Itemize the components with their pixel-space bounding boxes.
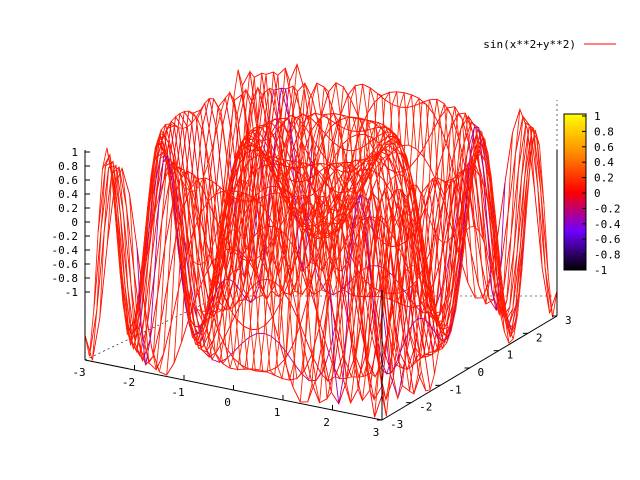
colorbar-tick-label: 0.8 bbox=[594, 125, 614, 138]
y-tick-label: 0 bbox=[478, 366, 485, 379]
z-tick-label: 0.6 bbox=[58, 174, 78, 187]
mesh-line-x bbox=[181, 85, 357, 361]
y-tick-label: 2 bbox=[536, 331, 543, 344]
z-tick-label: -0.4 bbox=[52, 244, 79, 257]
colorbar-tick-label: 0.4 bbox=[594, 156, 614, 169]
mesh-line-x bbox=[240, 94, 417, 373]
mesh-line-x bbox=[329, 126, 506, 404]
x-tick-label: 1 bbox=[274, 406, 281, 419]
mesh-line-x bbox=[166, 86, 343, 376]
colorbar-tick-label: 0 bbox=[594, 187, 601, 200]
colorbar-tick-label: 1 bbox=[594, 110, 601, 123]
y-tick-label: -3 bbox=[390, 418, 403, 431]
z-tick-label: 1 bbox=[71, 146, 78, 159]
colorbar-gradient bbox=[563, 113, 587, 271]
mesh-line-x bbox=[270, 99, 447, 380]
mesh-line-x bbox=[292, 106, 469, 388]
colorbar-tick-label: -0.6 bbox=[594, 233, 621, 246]
colorbar-tick-label: 0.6 bbox=[594, 141, 614, 154]
x-tick-label: -1 bbox=[171, 386, 184, 399]
colorbar-tick-label: -0.2 bbox=[594, 202, 621, 215]
colorbar-tick-label: -0.8 bbox=[594, 249, 621, 262]
mesh-line-x bbox=[374, 127, 551, 418]
mesh-line-x bbox=[351, 116, 528, 402]
colorbar: 1 0.8 0.6 0.4 0.2 0 -0.2 -0.4 -0.6 -0.8 -1 bbox=[563, 110, 621, 277]
x-tick-label: 0 bbox=[224, 396, 231, 409]
surface-mesh bbox=[84, 62, 558, 418]
x-tick-label: 2 bbox=[323, 416, 330, 429]
z-tick-label: -0.2 bbox=[52, 230, 79, 243]
y-tick-label: -2 bbox=[419, 401, 432, 414]
mesh-line-x bbox=[366, 126, 543, 400]
mesh-line-x bbox=[91, 70, 268, 361]
colorbar-tick-label: -1 bbox=[594, 264, 607, 277]
mesh-line-x bbox=[173, 82, 350, 364]
legend: sin(x**2+y**2) bbox=[483, 38, 616, 51]
z-tick-label: 0 bbox=[71, 216, 78, 229]
mesh-line-x bbox=[188, 85, 365, 364]
y-tick-label: 1 bbox=[507, 349, 514, 362]
mesh-line-x bbox=[99, 72, 276, 346]
z-tick-label: 0.2 bbox=[58, 202, 78, 215]
x-tick-label: -2 bbox=[122, 376, 135, 389]
y-tick-label: 3 bbox=[565, 314, 572, 327]
colorbar-tick-label: 0.2 bbox=[594, 172, 614, 185]
x-tick-label: 3 bbox=[373, 426, 380, 439]
mesh-line-x bbox=[344, 109, 521, 401]
z-tick-label: -0.6 bbox=[52, 258, 79, 271]
colorbar-tick-label: -0.4 bbox=[594, 218, 621, 231]
mesh-line-x bbox=[277, 103, 454, 382]
mesh-line-x bbox=[307, 112, 484, 402]
legend-label: sin(x**2+y**2) bbox=[483, 38, 576, 51]
z-tick-labels: 10.80.60.40.20-0.2-0.4-0.6-0.8-1 bbox=[52, 146, 90, 299]
x-tick-label: -3 bbox=[72, 366, 85, 379]
z-tick-label: -0.8 bbox=[52, 272, 79, 285]
mesh-line-x bbox=[299, 113, 476, 403]
colorbar-tick-labels: 1 0.8 0.6 0.4 0.2 0 -0.2 -0.4 -0.6 -0.8 -1 bbox=[582, 110, 621, 277]
mesh-line-x bbox=[195, 84, 372, 365]
y-tick-labels: -3 -2 -1 0 1 2 3 bbox=[377, 314, 572, 431]
mesh-line-x bbox=[106, 71, 283, 349]
mesh-line-x bbox=[322, 121, 499, 401]
y-tick-label: -1 bbox=[448, 383, 461, 396]
x-tick-labels: -3 -2 -1 0 1 2 3 bbox=[72, 355, 383, 439]
z-tick-label: 0.4 bbox=[58, 188, 78, 201]
mesh-line-x bbox=[336, 129, 513, 403]
mesh-line-x bbox=[381, 129, 558, 417]
z-tick-label: 0.8 bbox=[58, 160, 78, 173]
z-tick-label: -1 bbox=[65, 286, 78, 299]
mesh-line-x bbox=[151, 83, 328, 370]
mesh-line-x bbox=[143, 85, 320, 365]
